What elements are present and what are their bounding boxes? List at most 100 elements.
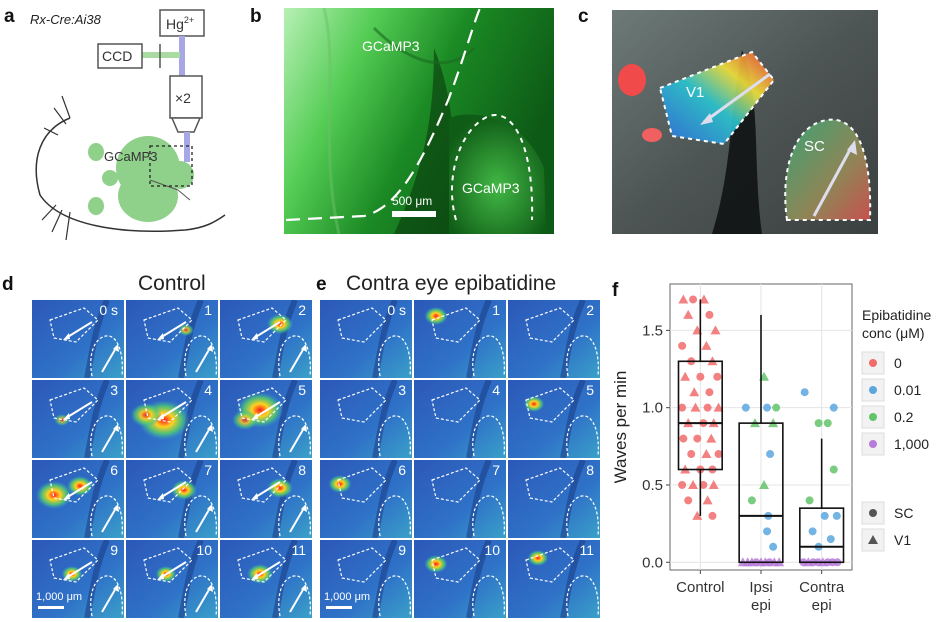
- midline-sulcus: [149, 179, 191, 201]
- box-iqr: [799, 507, 845, 564]
- epibatidine-frame: 11: [508, 540, 600, 618]
- data-point-sc: [705, 388, 714, 397]
- mouse-head-outline: [35, 117, 226, 232]
- svg-text:Hg2+: Hg2+: [166, 15, 194, 32]
- data-point-v1: [706, 433, 717, 443]
- legend-title-line1: Epibatidine: [862, 307, 931, 323]
- data-point-sc: [766, 450, 775, 459]
- data-point-v1: [701, 449, 712, 459]
- data-point-sc: [805, 496, 814, 505]
- lamp-label: Hg: [166, 16, 184, 32]
- data-point-sc: [747, 496, 756, 505]
- objective-body: [169, 75, 203, 119]
- legend-shape-label: SC: [894, 505, 913, 521]
- data-point-sc: [714, 450, 723, 459]
- control-frame-time-label: 4: [204, 382, 212, 398]
- data-point-v1: [701, 340, 712, 350]
- eye-left: [88, 143, 104, 161]
- control-frame: 4: [126, 380, 218, 458]
- panel-b-letter: b: [250, 6, 262, 27]
- panel-c-letter: c: [578, 6, 589, 27]
- control-frame-time-label: 7: [204, 462, 212, 478]
- data-point-sc: [693, 434, 702, 443]
- data-point-sc: [808, 527, 817, 536]
- control-frame: 3: [32, 380, 124, 458]
- epibatidine-frame: 6: [320, 460, 412, 538]
- legend-key-0.01: [869, 386, 877, 394]
- epibatidine-frame: 9 1,000 μm: [320, 540, 412, 618]
- data-point-sc: [814, 419, 823, 428]
- y-tick-label: 0.5: [642, 477, 663, 494]
- imaging-setup-schematic: Rx-Cre:Ai38 Hg2+ CCD ×2 GCaMP3: [30, 9, 226, 241]
- data-point-sc: [769, 542, 778, 551]
- whisker: [53, 107, 67, 125]
- control-frame: 5: [220, 380, 312, 458]
- data-point-sc: [772, 403, 781, 412]
- data-point-sc: [829, 403, 838, 412]
- data-point-sc: [705, 310, 714, 319]
- control-scalebar-label: 1,000 μm: [36, 591, 83, 603]
- epibatidine-frame: 0 s: [320, 300, 412, 378]
- control-frame-time-label: 2: [298, 302, 306, 318]
- whisker: [41, 204, 57, 221]
- data-point-v1: [713, 402, 724, 412]
- data-point-sc: [820, 511, 829, 520]
- epibatidine-frame-time-label: 0 s: [387, 302, 406, 318]
- legend-key-0.2: [869, 413, 877, 421]
- mouse-line-label: Rx-Cre:Ai38: [30, 12, 102, 27]
- legend-shape-circle: [869, 509, 877, 517]
- ccd-label: CCD: [102, 48, 132, 64]
- epibatidine-frame: 3: [320, 380, 412, 458]
- control-scalebar: [38, 606, 64, 609]
- data-point-v1: [692, 510, 703, 520]
- data-point-sc: [832, 511, 841, 520]
- epibatidine-frame-time-label: 9: [398, 542, 406, 558]
- epibatidine-frame-time-label: 8: [586, 462, 594, 478]
- panel-d-title: Control: [138, 272, 206, 295]
- label-sc: SC: [804, 138, 825, 155]
- panel-e-letter: e: [316, 274, 327, 295]
- y-tick-label: 1.5: [642, 322, 663, 339]
- data-point-v1: [688, 479, 699, 489]
- brain-hemisphere: [118, 170, 178, 222]
- epibatidine-frame: 5: [508, 380, 600, 458]
- data-point-v1: [690, 402, 701, 412]
- epibatidine-frame: 8: [508, 460, 600, 538]
- legend-shape-triangle: [868, 535, 878, 544]
- data-point-sc: [699, 480, 708, 489]
- control-frame: 0 s: [32, 300, 124, 378]
- epibatidine-frame: 1: [414, 300, 506, 378]
- data-point-v1: [680, 371, 691, 381]
- control-frame-time-label: 9: [110, 542, 118, 558]
- epibatidine-frame-time-label: 2: [586, 302, 594, 318]
- y-tick-label: 1.0: [642, 400, 663, 417]
- data-point-v1: [689, 387, 700, 397]
- data-point-sc: [689, 295, 698, 304]
- data-point-v1: [759, 479, 770, 489]
- data-point-sc: [696, 372, 705, 381]
- wave-frames-contra-epi: 0 s 1 2 3 4 5 6 7 8 9 1,000 μm 10 11: [320, 300, 602, 620]
- lamp-box: [159, 9, 205, 37]
- box-iqr: [677, 360, 723, 471]
- whisker: [61, 95, 71, 119]
- control-frame: 10: [126, 540, 218, 618]
- boxplot: [799, 438, 845, 564]
- control-frame-time-label: 3: [110, 382, 118, 398]
- label-gcamp-sc: GCaMP3: [462, 180, 520, 196]
- data-point-sc: [678, 403, 687, 412]
- control-frame: 2: [220, 300, 312, 378]
- scalebar-label-b: 500 μm: [392, 194, 433, 208]
- whisker: [65, 211, 71, 241]
- control-frame-time-label: 6: [110, 462, 118, 478]
- excitation-light-path: [179, 36, 185, 76]
- data-point-v1: [698, 294, 709, 304]
- objective-lens: [170, 117, 202, 133]
- epibatidine-frame-time-label: 10: [484, 542, 500, 558]
- data-point-sc: [678, 341, 687, 350]
- label-gcamp-cortex: GCaMP3: [362, 38, 420, 54]
- epibatidine-frame-time-label: 6: [398, 462, 406, 478]
- data-point-v1: [708, 479, 719, 489]
- data-point-sc: [684, 496, 693, 505]
- data-point-v1: [683, 309, 694, 319]
